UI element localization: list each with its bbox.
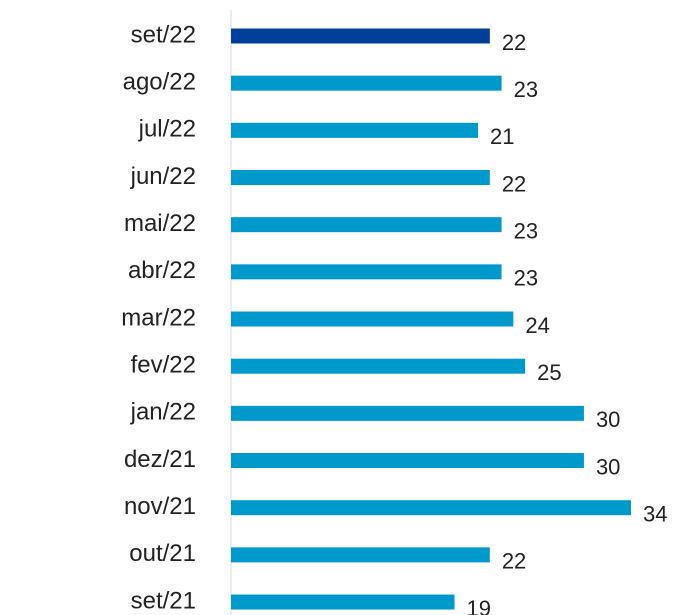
- bar: [231, 264, 502, 280]
- value-label: 34: [643, 502, 667, 527]
- category-label: set/22: [131, 21, 196, 48]
- value-label: 23: [514, 266, 538, 291]
- bar: [231, 500, 631, 516]
- bar: [231, 358, 526, 374]
- category-label: jan/22: [130, 399, 196, 426]
- bar: [231, 170, 490, 186]
- value-label: 22: [502, 30, 526, 55]
- value-label: 30: [596, 407, 620, 432]
- category-label: abr/22: [128, 257, 196, 284]
- bar: [231, 217, 502, 233]
- category-label: set/21: [131, 587, 196, 614]
- bar: [231, 405, 584, 421]
- value-label: 30: [596, 454, 620, 479]
- bar: [231, 122, 479, 138]
- category-label: fev/22: [131, 352, 196, 379]
- value-label: 23: [514, 218, 538, 243]
- value-label: 22: [502, 171, 526, 196]
- value-label: 19: [467, 596, 491, 615]
- category-label: nov/21: [124, 493, 196, 520]
- value-label: 22: [502, 549, 526, 574]
- category-label: ago/22: [123, 69, 196, 96]
- value-label: 23: [514, 77, 538, 102]
- bar: [231, 594, 455, 610]
- category-label: mar/22: [121, 304, 196, 331]
- value-label: 21: [490, 124, 514, 149]
- category-label: out/21: [129, 540, 196, 567]
- value-label: 25: [537, 360, 561, 385]
- category-label: mai/22: [124, 210, 196, 237]
- bar: [231, 311, 514, 327]
- bar: [231, 547, 490, 563]
- bar: [231, 453, 584, 469]
- category-label: jun/22: [130, 163, 196, 190]
- bar: [231, 28, 490, 44]
- category-label: dez/21: [124, 446, 196, 473]
- category-label: jul/22: [138, 116, 196, 143]
- value-label: 24: [525, 313, 549, 338]
- bar: [231, 75, 502, 91]
